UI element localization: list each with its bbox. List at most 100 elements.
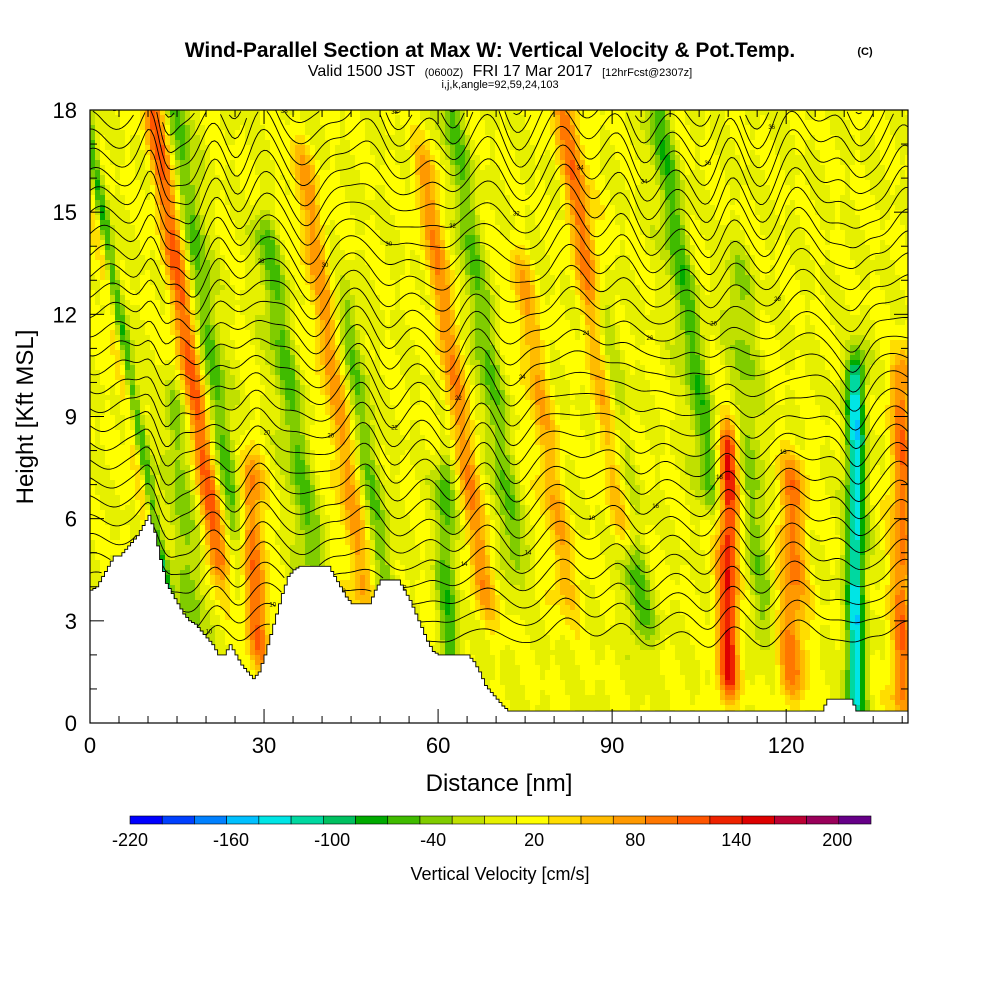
velocity-cell — [135, 455, 141, 461]
velocity-cell — [135, 125, 141, 131]
velocity-cell — [280, 225, 286, 231]
velocity-cell — [130, 420, 136, 426]
velocity-cell — [195, 460, 201, 466]
velocity-cell — [220, 590, 226, 596]
velocity-cell — [90, 505, 96, 511]
velocity-cell — [265, 175, 271, 181]
velocity-cell — [260, 535, 266, 541]
velocity-cell — [245, 350, 251, 356]
velocity-cell — [245, 250, 251, 256]
velocity-cell — [130, 250, 136, 256]
velocity-cell — [230, 235, 236, 241]
velocity-cell — [165, 275, 171, 281]
velocity-cell — [185, 185, 191, 191]
velocity-cell — [255, 460, 261, 466]
velocity-cell — [285, 120, 291, 126]
velocity-cell — [195, 600, 201, 606]
velocity-cell — [200, 555, 206, 561]
velocity-cell — [115, 330, 121, 336]
velocity-cell — [215, 360, 221, 366]
velocity-cell — [235, 245, 241, 251]
velocity-cell — [205, 540, 211, 546]
velocity-cell — [190, 545, 196, 551]
velocity-cell — [110, 515, 116, 521]
velocity-cell — [245, 495, 251, 501]
velocity-cell — [185, 315, 191, 321]
velocity-cell — [100, 320, 106, 326]
velocity-cell — [240, 625, 246, 631]
velocity-cell — [130, 440, 136, 446]
velocity-cell — [190, 560, 196, 566]
velocity-cell — [160, 410, 166, 416]
velocity-cell — [240, 345, 246, 351]
velocity-cell — [180, 305, 186, 311]
velocity-cell — [280, 295, 286, 301]
velocity-cell — [160, 315, 166, 321]
velocity-cell — [115, 210, 121, 216]
velocity-cell — [190, 440, 196, 446]
velocity-cell — [100, 405, 106, 411]
velocity-cell — [205, 160, 211, 166]
chart-title: Wind-Parallel Section at Max W: Vertical… — [185, 39, 796, 62]
velocity-cell — [145, 180, 151, 186]
velocity-cell — [90, 575, 96, 581]
velocity-cell — [105, 225, 111, 231]
velocity-cell — [175, 190, 181, 196]
velocity-cell — [100, 315, 106, 321]
velocity-cell — [135, 370, 141, 376]
velocity-cell — [145, 385, 151, 391]
velocity-cell — [100, 385, 106, 391]
velocity-cell — [220, 280, 226, 286]
velocity-cell — [220, 305, 226, 311]
velocity-cell — [245, 315, 251, 321]
velocity-cell — [260, 235, 266, 241]
velocity-cell — [165, 290, 171, 296]
velocity-cell — [250, 430, 256, 436]
velocity-cell — [120, 515, 126, 521]
velocity-cell — [225, 305, 231, 311]
velocity-cell — [200, 535, 206, 541]
velocity-cell — [230, 585, 236, 591]
velocity-cell — [140, 510, 146, 516]
velocity-cell — [95, 230, 101, 236]
velocity-cell — [165, 540, 171, 546]
velocity-cell — [280, 580, 286, 586]
velocity-cell — [180, 130, 186, 136]
velocity-cell — [240, 270, 246, 276]
velocity-cell — [135, 345, 141, 351]
velocity-cell — [250, 275, 256, 281]
velocity-cell — [230, 465, 236, 471]
velocity-cell — [195, 425, 201, 431]
velocity-cell — [250, 190, 256, 196]
velocity-cell — [205, 220, 211, 226]
velocity-cell — [280, 185, 286, 191]
velocity-cell — [235, 260, 241, 266]
velocity-cell — [185, 260, 191, 266]
velocity-cell — [280, 265, 286, 271]
velocity-cell — [185, 295, 191, 301]
velocity-cell — [105, 240, 111, 246]
velocity-cell — [95, 560, 101, 566]
velocity-cell — [205, 510, 211, 516]
velocity-cell — [125, 270, 131, 276]
velocity-cell — [105, 545, 111, 551]
velocity-cell — [275, 540, 281, 546]
velocity-cell — [260, 395, 266, 401]
velocity-cell — [225, 215, 231, 221]
velocity-cell — [230, 500, 236, 506]
velocity-cell — [190, 510, 196, 516]
velocity-cell — [230, 340, 236, 346]
velocity-cell — [210, 410, 216, 416]
velocity-cell — [150, 270, 156, 276]
velocity-cell — [270, 375, 276, 381]
velocity-cell — [130, 390, 136, 396]
velocity-cell — [195, 515, 201, 521]
velocity-cell — [110, 400, 116, 406]
velocity-cell — [130, 300, 136, 306]
velocity-cell — [280, 385, 286, 391]
velocity-cell — [245, 215, 251, 221]
velocity-cell — [200, 570, 206, 576]
velocity-cell — [200, 420, 206, 426]
velocity-cell — [235, 645, 241, 651]
velocity-cell — [265, 150, 271, 156]
